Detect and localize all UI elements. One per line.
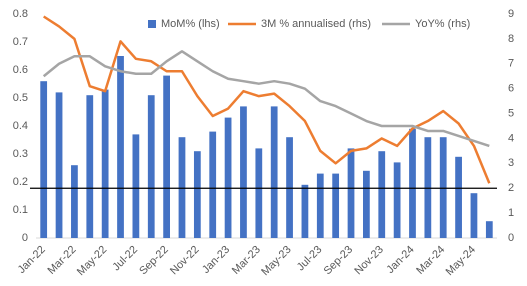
y-tick-label: 0.4 xyxy=(13,120,28,132)
x-tick-label: Nov-22 xyxy=(168,244,202,278)
y2-tick-label: 5 xyxy=(508,107,514,119)
y2-tick-label: 8 xyxy=(508,33,514,45)
x-tick-label: Sep-23 xyxy=(322,244,356,278)
bar xyxy=(316,173,324,238)
bar xyxy=(224,117,232,238)
bar xyxy=(55,92,63,239)
legend-label: MoM% (lhs) xyxy=(161,18,220,30)
x-tick-label: May-24 xyxy=(444,244,478,278)
y-tick-label: 0 xyxy=(22,232,28,244)
bar xyxy=(209,131,217,238)
bar xyxy=(363,170,370,238)
x-tick-label: May-22 xyxy=(75,244,109,278)
y2-tick-label: 9 xyxy=(508,8,514,20)
bar xyxy=(147,95,155,238)
legend-swatch xyxy=(148,20,156,28)
bar xyxy=(255,148,263,238)
bar xyxy=(117,56,124,238)
x-tick-label: Jan-23 xyxy=(200,244,232,276)
bar xyxy=(424,137,432,238)
bar xyxy=(301,184,309,238)
legend-label: 3M % annualised (rhs) xyxy=(261,18,371,30)
x-tick-label: Mar-22 xyxy=(45,244,78,277)
bar xyxy=(378,151,386,238)
bar xyxy=(270,106,278,239)
bar xyxy=(163,75,170,238)
bar xyxy=(71,165,78,238)
line xyxy=(43,15,491,184)
x-tick-label: Nov-23 xyxy=(352,244,386,278)
bar xyxy=(286,137,293,238)
y-tick-label: 0.8 xyxy=(13,8,28,20)
bar xyxy=(240,106,247,239)
legend-label: YoY% (rhs) xyxy=(415,18,470,30)
x-tick-label: May-23 xyxy=(259,244,293,278)
y2-tick-label: 4 xyxy=(508,132,514,144)
bar xyxy=(332,173,340,238)
y2-tick-label: 1 xyxy=(508,207,514,219)
x-tick-label: Jan-22 xyxy=(16,244,48,276)
y-tick-label: 0.3 xyxy=(13,148,28,160)
bar xyxy=(178,137,186,238)
y-tick-label: 0.5 xyxy=(13,92,28,104)
bar xyxy=(439,137,447,238)
y-tick-label: 0.6 xyxy=(13,64,28,76)
y-tick-label: 0.2 xyxy=(13,176,28,188)
bar xyxy=(86,95,94,238)
line xyxy=(42,50,490,148)
x-tick-label: Mar-23 xyxy=(230,244,263,277)
x-tick-label: Jul-22 xyxy=(110,244,140,274)
y-tick-label: 0.7 xyxy=(13,36,28,48)
x-tick-label: Mar-24 xyxy=(414,244,447,277)
y-tick-label: 0.1 xyxy=(13,204,28,216)
bar xyxy=(393,162,401,238)
bar xyxy=(347,148,355,238)
y2-tick-label: 7 xyxy=(508,58,514,70)
y2-tick-label: 3 xyxy=(508,157,514,169)
x-tick-label: Jan-24 xyxy=(384,244,416,276)
bar xyxy=(193,151,201,238)
y2-tick-label: 2 xyxy=(508,182,514,194)
x-tick-label: Jul-23 xyxy=(295,244,325,274)
bar xyxy=(409,128,416,238)
bar xyxy=(40,81,48,238)
bar xyxy=(455,156,462,238)
x-tick-label: Sep-22 xyxy=(137,244,171,278)
bar xyxy=(132,134,140,238)
bar xyxy=(101,89,109,238)
bar xyxy=(485,221,493,238)
y2-tick-label: 6 xyxy=(508,83,514,95)
y2-tick-label: 0 xyxy=(508,232,514,244)
bar xyxy=(470,193,478,238)
